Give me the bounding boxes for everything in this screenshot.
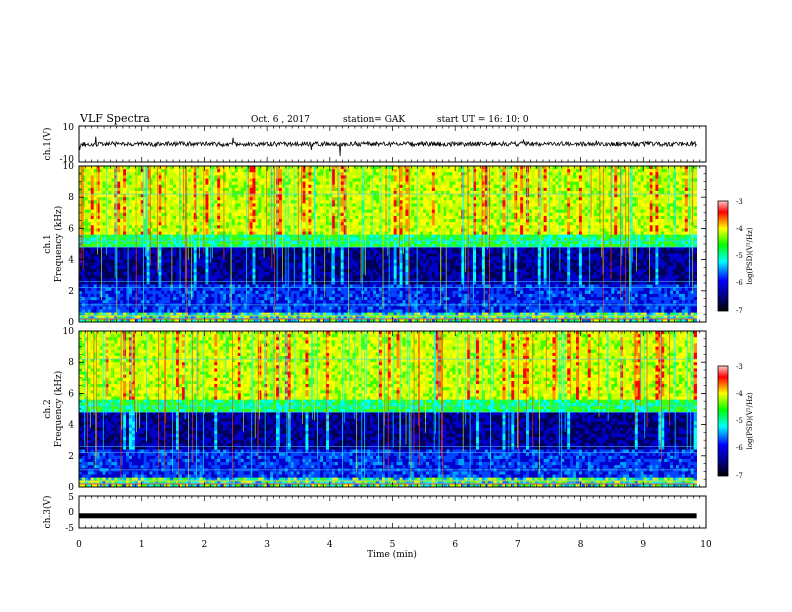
ch3-waveform-ylabel: ch.3(V) [42,496,53,529]
freq-tick-label-6: 6 [68,224,74,234]
date-label: Oct. 6 , 2017 [251,115,310,125]
time-tick-label-6: 6 [452,540,458,550]
ch2-colorbar-tick-m6: -6 [736,444,743,452]
ch1-spectrogram-ylabel-channel: ch.1 [43,234,53,253]
time-axis-tick-labels: 0 1 2 3 4 5 6 7 8 9 10 [76,540,712,550]
freq-tick-label-2: 2 [68,287,74,297]
freq-tick-label-0: 0 [68,483,74,493]
ch1-waveform-panel: 10 -10 ch.1(V) [42,123,706,165]
time-tick-label-10: 10 [700,540,712,550]
ch1-ytick-top: 10 [63,123,75,133]
freq-tick-label-4: 4 [68,421,74,431]
ch2-colorbar-tick-m7: -7 [736,472,743,480]
ch2-colorbar: -3 -4 -5 -6 -7 log(PSD)(V²/Hz) [718,363,754,480]
ch2-colorbar-tick-m5: -5 [736,417,743,425]
ch1-colorbar-tick-m6: -6 [736,279,743,287]
ch1-spectrogram-ylabel-frequency: Frequency (kHz) [53,206,64,283]
ch2-spectrogram-image [79,331,697,487]
freq-tick-label-8: 8 [68,358,74,368]
ch1-spectrogram-ylabel: ch.1 [43,234,53,253]
freq-tick-label-2: 2 [68,452,74,462]
ch3-waveform-trace [79,513,697,518]
ch3-waveform-panel: 5 0 -5 ch.3(V) [42,493,706,534]
ch2-spectrogram-ylabel: ch.2 [43,399,53,418]
freq-tick-label-10: 10 [63,327,75,337]
ch1-colorbar-tick-m3: -3 [736,198,743,206]
time-tick-label-7: 7 [515,540,521,550]
ch2-colorbar-tick-m4: -4 [736,390,743,398]
ch1-colorbar-tick-m7: -7 [736,307,743,315]
freq-tick-label-10: 10 [63,162,75,172]
ch1-waveform-ylabel: ch.1(V) [42,128,53,161]
figure-title: VLF Spectra [79,112,150,125]
start-ut-label: start UT = 16: 10: 0 [437,115,529,125]
ch1-colorbar: -3 -4 -5 -6 -7 log(PSD)(V²/Hz) [718,198,754,315]
time-tick-label-2: 2 [202,540,208,550]
freq-tick-label-4: 4 [68,256,74,266]
ch2-colorbar-gradient [718,366,728,476]
freq-tick-label-6: 6 [68,389,74,399]
time-tick-label-1: 1 [139,540,145,550]
ch3-ytick-m5: -5 [65,524,74,534]
time-axis-label: Time (min) [367,549,417,560]
ch3-ytick-0: 0 [68,508,74,518]
time-tick-label-8: 8 [578,540,584,550]
ch2-spectrogram-panel: 0 2 4 6 8 10 ch.2 Frequency (kHz) -3 -4 -5 -6… [43,327,754,493]
ch3-ytick-5: 5 [68,493,74,503]
time-tick-label-0: 0 [76,540,82,550]
ch2-colorbar-label: log(PSD)(V²/Hz) [746,392,754,449]
time-tick-label-4: 4 [327,540,333,550]
station-label: station= GAK [343,115,405,125]
time-tick-label-5: 5 [390,540,396,550]
ch1-colorbar-tick-m4: -4 [736,225,743,233]
ch1-colorbar-tick-m5: -5 [736,252,743,260]
time-tick-label-9: 9 [640,540,646,550]
time-tick-label-3: 3 [264,540,270,550]
ch2-spectrogram-ylabel-frequency: Frequency (kHz) [53,371,64,448]
ch1-colorbar-gradient [718,201,728,311]
ch2-colorbar-tick-m3: -3 [736,363,743,371]
freq-tick-label-8: 8 [68,193,74,203]
ch1-spectrogram-image [79,166,697,322]
ch1-colorbar-label: log(PSD)(V²/Hz) [746,227,754,284]
